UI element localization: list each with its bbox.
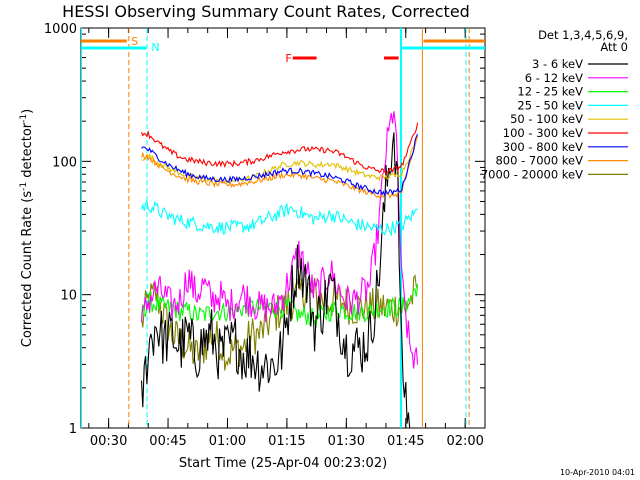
legend-entry-label: 7000 - 20000 keV	[481, 167, 583, 181]
y-tick-label: 1	[69, 422, 77, 437]
flare-flag-label: F	[285, 52, 291, 65]
chart-title: HESSI Observing Summary Count Rates, Cor…	[62, 2, 470, 21]
legend-entry-label: 50 - 100 keV	[510, 112, 583, 126]
legend-entry-label: 25 - 50 keV	[517, 98, 583, 112]
legend-entry-label: 100 - 300 keV	[503, 126, 583, 140]
x-tick-label: 01:30	[328, 434, 365, 449]
legend-header-detectors: Det 1,3,4,5,6,9,	[538, 28, 628, 42]
x-tick-label: 00:45	[149, 434, 186, 449]
series-line-0	[140, 132, 411, 428]
series-line-1	[140, 111, 419, 369]
x-tick-label: 01:00	[209, 434, 246, 449]
x-tick-label: 01:15	[268, 434, 305, 449]
legend-entry-label: 3 - 6 keV	[532, 57, 583, 71]
series-layer	[140, 111, 419, 428]
night-flag-label: N	[151, 41, 159, 54]
saa-flag-label: S	[131, 35, 138, 48]
x-tick-label: 02:00	[446, 434, 483, 449]
legend-entry-label: 6 - 12 keV	[525, 71, 583, 85]
y-axis-label: Corrected Count Rate (s-1 detector-1)	[19, 109, 35, 347]
series-line-5	[140, 122, 419, 175]
legend-entry-label: 12 - 25 keV	[517, 85, 583, 99]
flag-layer: S N F	[81, 28, 485, 428]
series-line-6	[141, 133, 419, 198]
date-stamp: 10-Apr-2010 04:01	[560, 468, 635, 477]
plot-frame	[80, 27, 486, 429]
legend-header-attenuator: Att 0	[600, 40, 628, 54]
y-tick-label: 100	[52, 155, 77, 170]
y-tick-label: 10	[60, 289, 77, 304]
y-tick-label: 1000	[44, 22, 77, 37]
series-line-3	[140, 198, 418, 237]
x-tick-label: 01:45	[387, 434, 424, 449]
series-line-2	[140, 284, 419, 329]
series-line-7	[140, 135, 419, 200]
x-axis: 00:30 00:45 01:00 01:15 01:30 01:45 02:00	[88, 28, 486, 449]
legend-entry-label: 300 - 800 keV	[503, 140, 583, 154]
x-tick-label: 00:30	[90, 434, 127, 449]
legend-entry-label: 800 - 7000 keV	[495, 154, 583, 168]
y-axis: 1 10 100 1000	[44, 22, 485, 437]
x-axis-label: Start Time (25-Apr-04 00:23:02)	[179, 456, 387, 471]
